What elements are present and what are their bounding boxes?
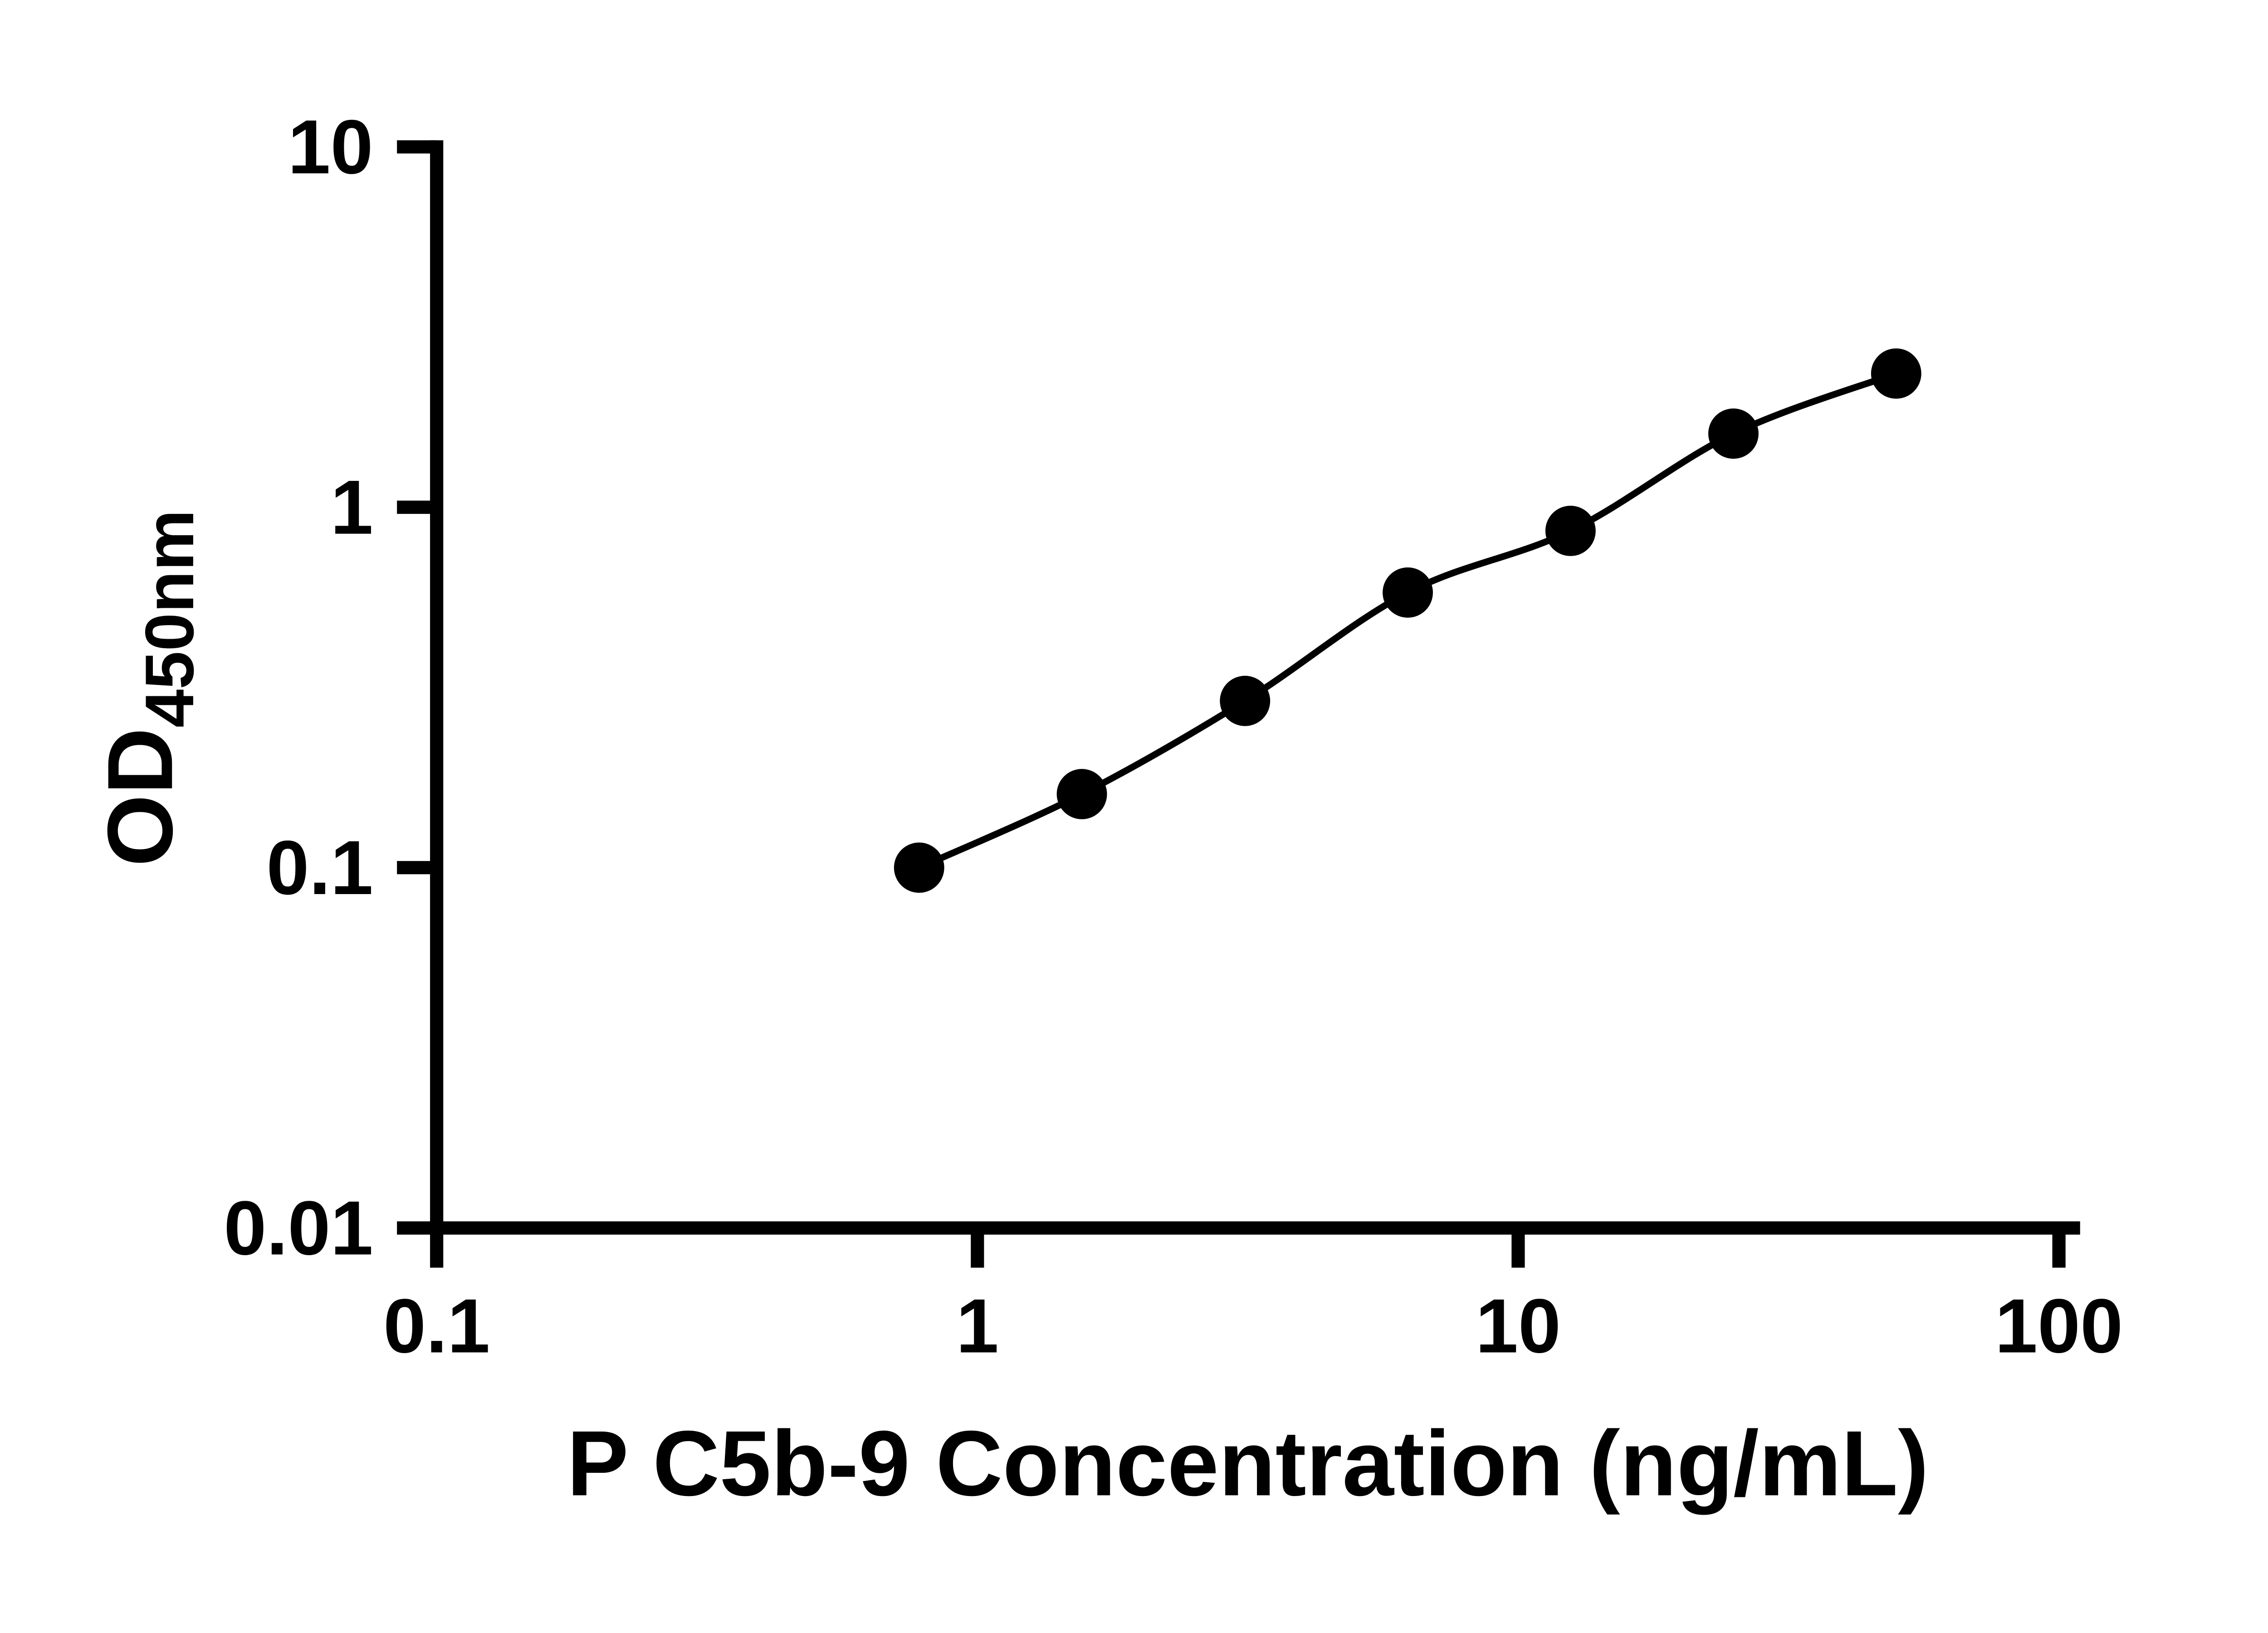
x-tick-label: 100 <box>1995 1283 2123 1369</box>
data-point-marker <box>1871 348 1921 399</box>
x-tick-label: 1 <box>956 1283 999 1369</box>
y-tick-label: 10 <box>288 104 373 190</box>
data-point-marker <box>1708 408 1759 459</box>
y-tick-label: 0.1 <box>266 825 373 910</box>
x-tick-label: 10 <box>1476 1283 1561 1369</box>
elisa-standard-curve-figure: 0.01 0.1 1 10 0.1 1 10 100 P C5b-9 Concentration… <box>88 104 2123 1516</box>
y-tick-label: 1 <box>331 464 373 550</box>
data-point-marker <box>894 842 944 893</box>
y-tick-label: 0.01 <box>224 1185 373 1271</box>
x-tick-label: 0.1 <box>383 1283 490 1369</box>
data-point-marker <box>1383 567 1433 618</box>
data-point-marker <box>1545 505 1596 556</box>
data-point-marker <box>1220 675 1271 726</box>
data-point-marker <box>1056 769 1107 820</box>
y-axis-title: OD450nm <box>88 509 208 866</box>
x-axis-title: P C5b-9 Concentration (ng/mL) <box>567 1412 1929 1515</box>
